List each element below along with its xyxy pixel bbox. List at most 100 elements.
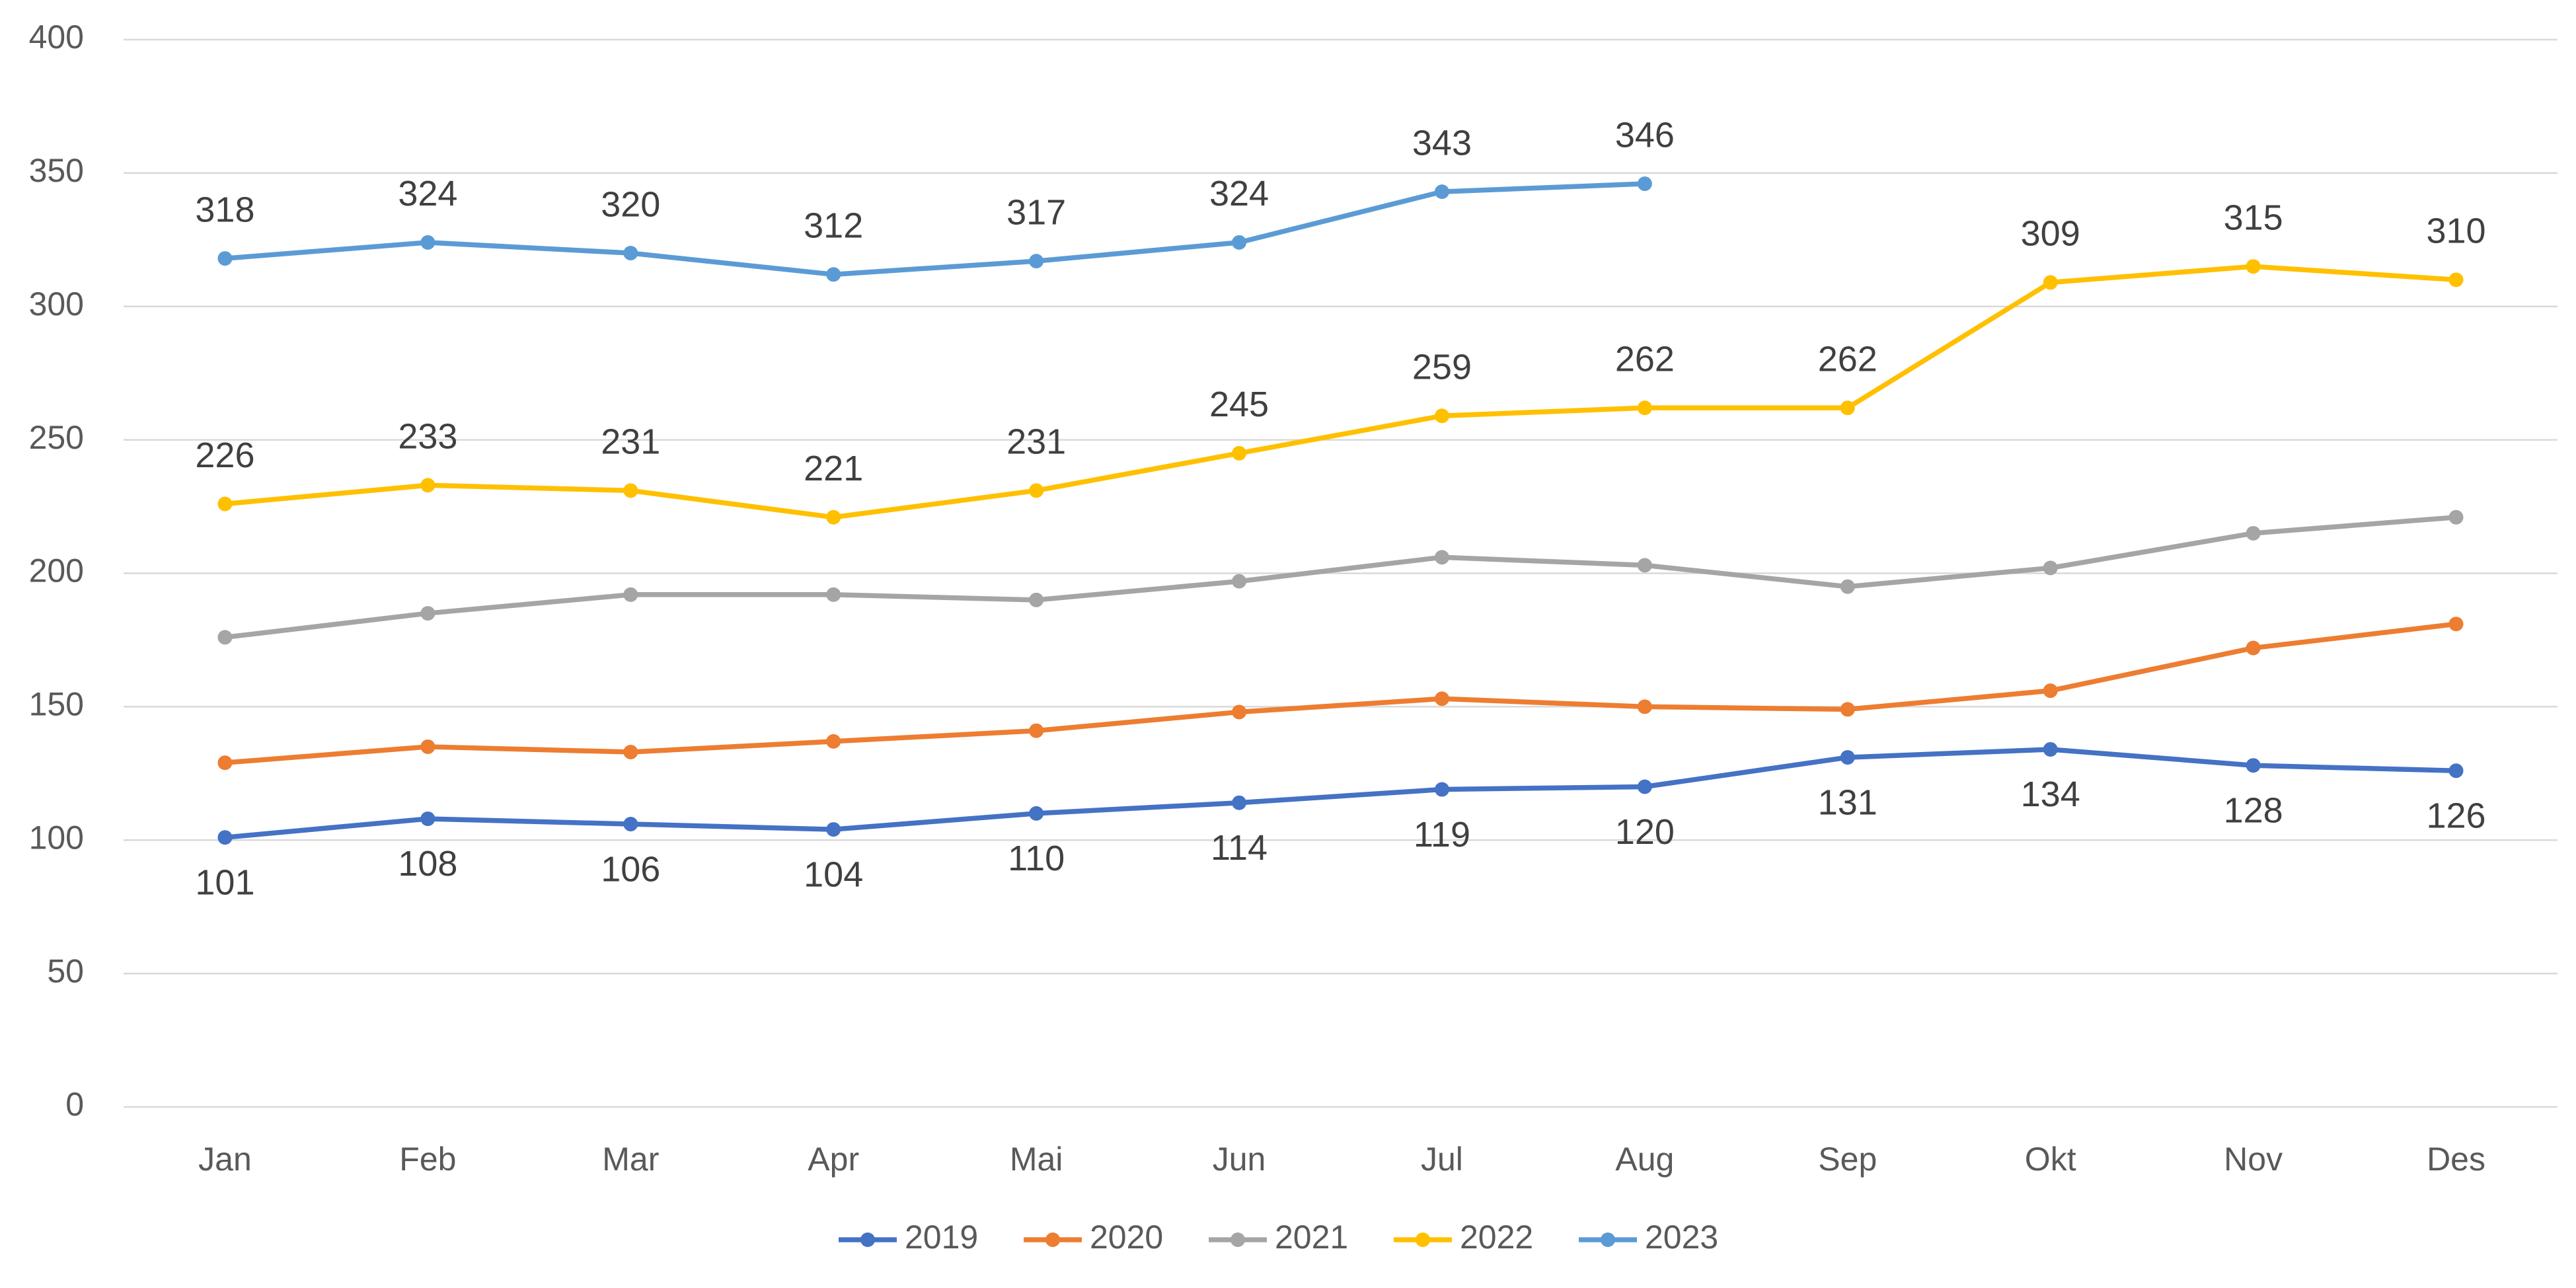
legend-marker — [1231, 1232, 1245, 1247]
y-tick-label: 400 — [29, 19, 84, 56]
x-tick-label: Jan — [198, 1141, 252, 1178]
point — [623, 587, 638, 602]
x-tick-label: Mar — [602, 1141, 659, 1178]
point — [826, 587, 841, 602]
x-tick-label: Jul — [1421, 1141, 1463, 1178]
point — [1840, 702, 1855, 717]
data-label: 120 — [1615, 812, 1675, 852]
data-label: 128 — [2224, 790, 2283, 830]
data-label: 324 — [1209, 174, 1269, 213]
point — [1434, 408, 1449, 424]
series-line — [222, 514, 2459, 640]
y-tick-label: 250 — [29, 419, 84, 456]
x-tick-label: Aug — [1615, 1141, 1674, 1178]
point — [217, 496, 233, 511]
legend-marker — [1416, 1232, 1430, 1247]
data-label: 110 — [1008, 839, 1065, 878]
legend-marker — [860, 1232, 875, 1247]
data-label: 106 — [601, 849, 660, 889]
data-label: 259 — [1412, 348, 1472, 387]
point — [2043, 741, 2058, 757]
y-tick-label: 100 — [29, 819, 84, 856]
x-tick-label: Mai — [1010, 1141, 1063, 1178]
data-label: 343 — [1412, 123, 1472, 163]
legend-label: 2022 — [1460, 1219, 1533, 1256]
point — [1637, 400, 1652, 416]
point — [2246, 259, 2261, 274]
point — [217, 630, 233, 645]
point — [1840, 579, 1855, 594]
data-label: 317 — [1006, 192, 1066, 232]
x-tick-label: Des — [2427, 1141, 2485, 1178]
point — [2448, 510, 2464, 525]
point — [1232, 704, 1247, 720]
point — [1637, 176, 1652, 192]
data-label: 262 — [1615, 339, 1675, 379]
data-label: 119 — [1414, 815, 1470, 854]
data-label: 318 — [195, 190, 254, 229]
point — [2448, 272, 2464, 287]
point — [826, 510, 841, 525]
point — [1029, 806, 1044, 821]
point — [2246, 758, 2261, 773]
data-label: 114 — [1211, 828, 1268, 868]
point — [420, 606, 436, 621]
x-tick-label: Sep — [1818, 1141, 1877, 1178]
legend-label: 2021 — [1275, 1219, 1348, 1256]
point — [2246, 640, 2261, 656]
y-tick-label: 350 — [29, 152, 84, 189]
data-label: 126 — [2426, 796, 2485, 836]
point — [1029, 723, 1044, 738]
x-tick-label: Feb — [399, 1141, 456, 1178]
data-label: 320 — [601, 184, 660, 224]
legend-label: 2019 — [905, 1219, 978, 1256]
data-label: 101 — [195, 862, 254, 902]
x-tick-label: Apr — [808, 1141, 859, 1178]
data-label: 310 — [2426, 211, 2485, 251]
point — [217, 755, 233, 771]
point — [1637, 558, 1652, 573]
x-tick-label: Nov — [2224, 1141, 2283, 1178]
point — [2246, 525, 2261, 541]
point — [1232, 574, 1247, 589]
y-tick-label: 0 — [65, 1086, 84, 1123]
point — [217, 251, 233, 266]
series-line — [222, 181, 1648, 278]
point — [1637, 699, 1652, 714]
data-label: 346 — [1615, 115, 1675, 155]
x-tick-label: Jun — [1213, 1141, 1266, 1178]
point — [826, 822, 841, 837]
data-label: 231 — [1006, 422, 1066, 462]
point — [1232, 235, 1247, 250]
data-label: 312 — [804, 206, 863, 246]
data-label: 104 — [804, 854, 863, 894]
point — [420, 478, 436, 493]
legend-label: 2020 — [1090, 1219, 1163, 1256]
point — [623, 745, 638, 760]
x-tick-label: Okt — [2025, 1141, 2076, 1178]
point — [1434, 691, 1449, 706]
point — [1840, 750, 1855, 765]
point — [826, 267, 841, 282]
data-label: 233 — [398, 417, 457, 457]
data-label: 226 — [195, 436, 254, 475]
data-label: 262 — [1818, 339, 1877, 379]
point — [2043, 275, 2058, 290]
data-label: 108 — [398, 844, 457, 884]
point — [1029, 483, 1044, 498]
point — [826, 734, 841, 749]
data-label: 221 — [804, 449, 863, 488]
series-line — [222, 747, 2459, 840]
point — [217, 830, 233, 845]
point — [1434, 782, 1449, 797]
point — [1029, 592, 1044, 607]
point — [1434, 184, 1449, 200]
legend-marker — [1601, 1232, 1615, 1247]
point — [2043, 683, 2058, 699]
y-tick-label: 300 — [29, 285, 84, 322]
series-line — [222, 264, 2459, 520]
point — [1029, 254, 1044, 269]
data-label: 231 — [601, 422, 660, 462]
point — [420, 235, 436, 250]
point — [1232, 795, 1247, 810]
